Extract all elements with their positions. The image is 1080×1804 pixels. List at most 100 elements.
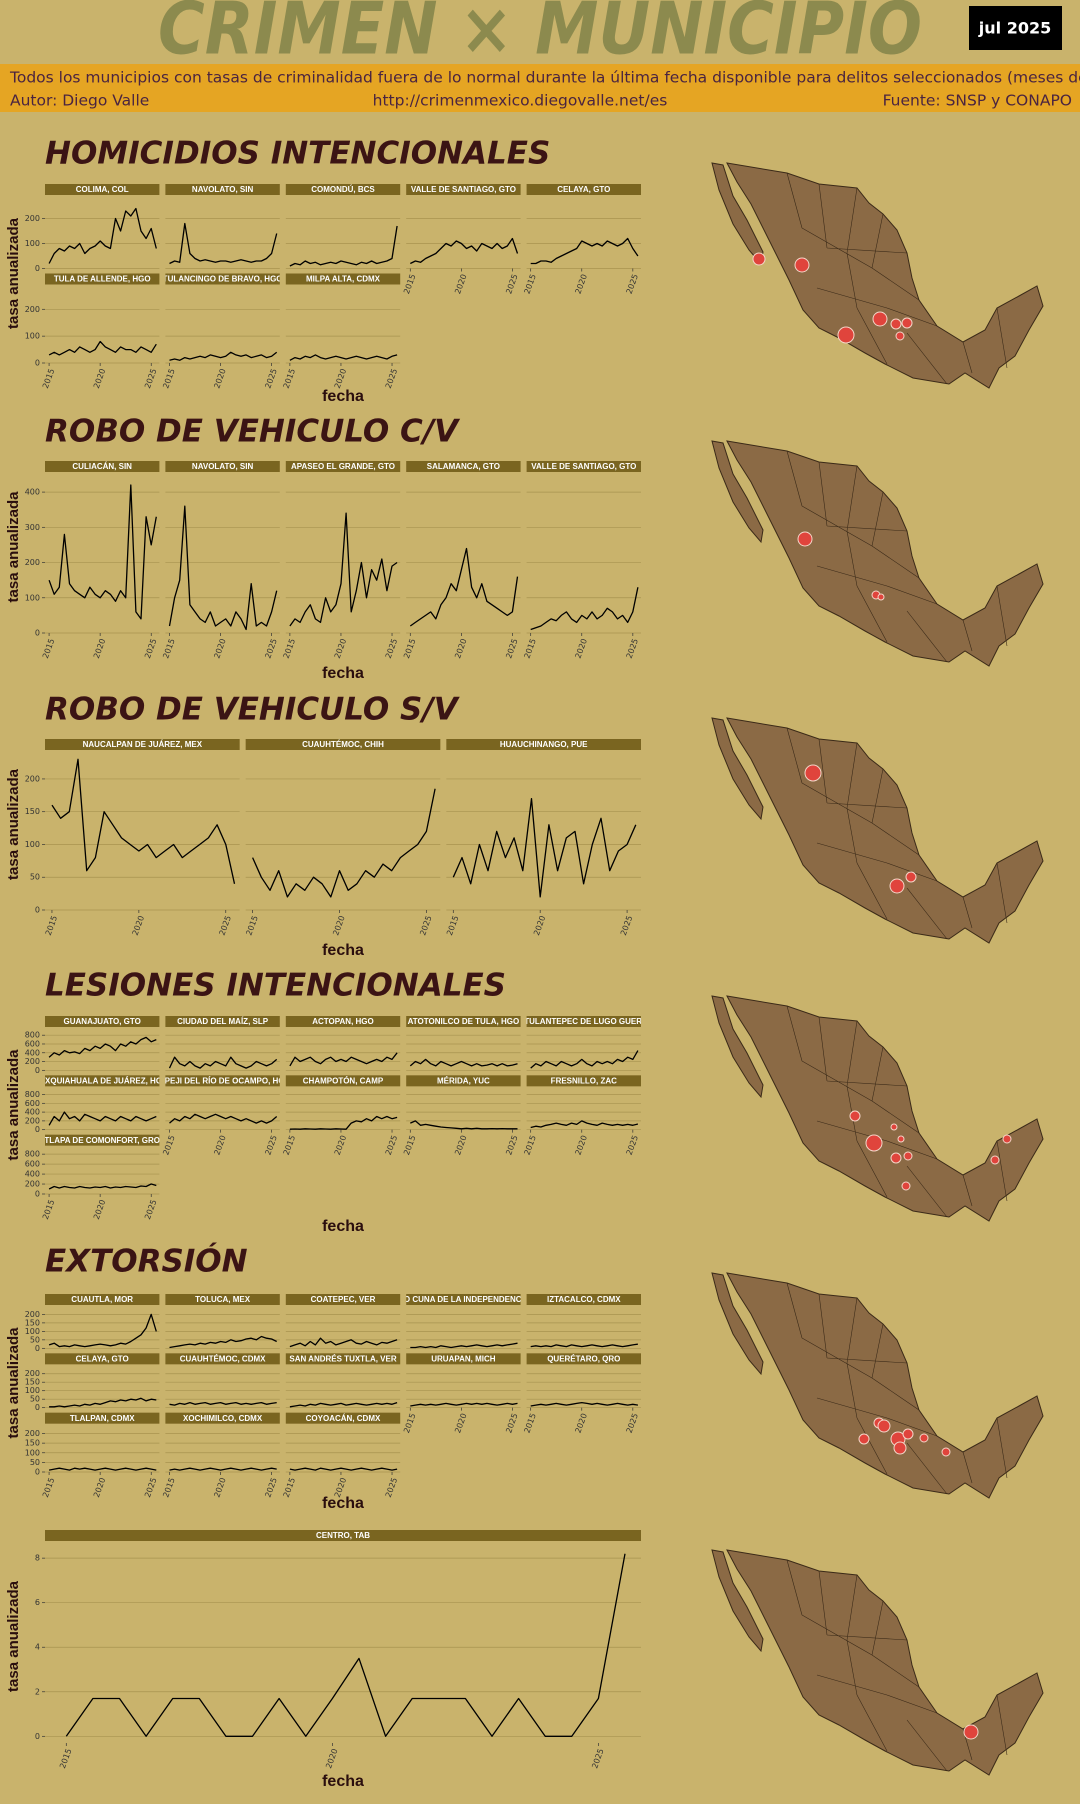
x-tick-label: 2025 [384, 1134, 399, 1156]
y-tick-label: 200 [25, 1180, 40, 1189]
panel-strip [45, 739, 240, 750]
series-line [530, 587, 639, 631]
x-tick-label: 2025 [418, 914, 433, 936]
x-tick-label: 2015 [402, 273, 417, 295]
panel-strip [285, 1075, 401, 1087]
x-tick-label: 2020 [324, 1747, 339, 1769]
x-tick-label: 2020 [212, 637, 227, 659]
panel-strip [45, 1294, 160, 1305]
y-tick-label: 50 [30, 873, 40, 882]
map-marker [877, 1419, 891, 1433]
x-tick-label: 2015 [41, 1198, 56, 1220]
y-tick-label: 0 [35, 629, 40, 638]
strip-clip: COYOACÁN, CDMX [306, 1414, 381, 1423]
x-tick-label: 2025 [625, 637, 640, 659]
panel-strip [45, 1412, 160, 1424]
x-tick-label: 2015 [282, 1476, 297, 1498]
section-title: HOMICIDIOS INTENCIONALES [45, 136, 550, 172]
map-marker [890, 1123, 898, 1131]
strip-clip: CUAUHTÉMOC, CHIH [302, 740, 384, 749]
strip-clip: SAN ANDRÉS TUXTLA, VER [289, 1354, 396, 1363]
map [711, 995, 1044, 1222]
panel-strip [165, 461, 280, 472]
panel-label: IZTACALCO, CDMX [547, 1295, 621, 1304]
panel-label: COATEPEC, VER [311, 1295, 376, 1304]
x-tick-label: 2020 [574, 637, 589, 659]
y-tick-label: 150 [25, 1318, 40, 1327]
y-tick-label: 6 [35, 1598, 40, 1607]
subtitle: Todos los municipios con tasas de crimin… [9, 69, 1080, 87]
panel-strip [45, 1530, 641, 1541]
panel-label: VALLE DE SANTIAGO, GTO [411, 185, 516, 194]
series-line [289, 1401, 398, 1408]
panel-strip [526, 1075, 641, 1087]
panel-label: QUERÉTARO, QRO [547, 1354, 620, 1363]
panel-strip [165, 184, 280, 195]
map-marker [901, 1181, 911, 1191]
map-marker [919, 1433, 929, 1443]
series-line [48, 1183, 157, 1190]
panel-strip [406, 1353, 521, 1365]
x-tick-label: 2020 [333, 1134, 348, 1156]
strip-clip: CELAYA, GTO [76, 1354, 129, 1363]
y-tick-label: 400 [25, 1170, 40, 1179]
y-tick-label: 100 [25, 1448, 40, 1457]
panel-label: SALAMANCA, GTO [427, 462, 500, 471]
x-tick-label: 2025 [143, 1198, 158, 1220]
info-band [0, 64, 1080, 112]
series-line [48, 340, 157, 356]
strip-clip: ATOTONILCO DE TULA, HGO [408, 1017, 520, 1026]
y-tick-label: 0 [35, 1732, 40, 1741]
section-title: EXTORSIÓN [45, 1243, 248, 1280]
panel-label: ACTOPAN, HGO [312, 1017, 373, 1026]
y-tick-label: 50 [30, 1395, 40, 1404]
x-tick-label: 2015 [522, 1134, 537, 1156]
x-tick-label: 2020 [212, 1476, 227, 1498]
x-tick-label: 2025 [263, 1134, 278, 1156]
strip-clip: SANTIAGO TULANTEPEC DE LUGO GUERRERO, HG… [527, 1017, 641, 1026]
y-tick-label: 150 [25, 1439, 40, 1448]
y-tick-label: 200 [25, 214, 40, 223]
panel-label: COYOACÁN, CDMX [306, 1414, 381, 1423]
series-line [409, 547, 519, 627]
series-line [452, 797, 637, 898]
x-tick-label: 2025 [504, 273, 519, 295]
x-tick-label: 2015 [161, 637, 176, 659]
map-marker [889, 878, 905, 894]
panel-strip [526, 184, 641, 195]
y-tick-label: 200 [25, 305, 40, 314]
x-tick-label: 2025 [218, 914, 233, 936]
strip-clip: MILPA ALTA, CDMX [306, 275, 381, 284]
map-marker [849, 1110, 861, 1122]
panel-strip [45, 273, 160, 285]
y-tick-label: 200 [25, 774, 40, 783]
y-tick-label: 0 [35, 1403, 40, 1412]
map-marker [865, 1134, 883, 1152]
x-tick-label: 2015 [522, 1412, 537, 1434]
panel-strip [245, 739, 441, 750]
x-tick-label: 2025 [504, 1134, 519, 1156]
panel-label: MÉRIDA, YUC [437, 1076, 490, 1085]
panel-label: APASEO EL GRANDE, GTO [291, 462, 395, 471]
y-tick-label: 100 [25, 332, 40, 341]
series-line [49, 1397, 157, 1408]
strip-clip: VALLE DE SANTIAGO, GTO [411, 185, 516, 194]
url: http://crimenmexico.diegovalle.net/es [373, 92, 668, 110]
series-line [169, 1335, 277, 1349]
y-tick-label: 400 [25, 1048, 40, 1057]
panel-label: URUAPAN, MICH [431, 1354, 496, 1363]
section-title: ROBO DE VEHICULO S/V [45, 692, 461, 728]
map-marker [902, 1428, 914, 1440]
panel-label: CUAUHTÉMOC, CHIH [302, 740, 384, 749]
strip-clip: HUAUCHINANGO, PUE [500, 740, 588, 749]
y-tick-label: 300 [25, 523, 40, 532]
panel-strip [526, 1294, 641, 1305]
y-tick-label: 200 [25, 1116, 40, 1125]
series-line [65, 1553, 626, 1737]
y-tick-label: 0 [35, 1468, 40, 1477]
strip-clip: CUAUHTÉMOC, CDMX [180, 1354, 266, 1363]
strip-clip: TOLUCA, MEX [195, 1295, 251, 1304]
series-line [169, 1113, 278, 1124]
